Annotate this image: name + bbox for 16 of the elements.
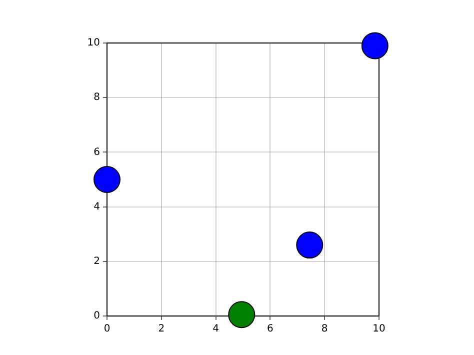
point — [361, 32, 388, 60]
x-tick-label: 10 — [372, 324, 386, 335]
y-tick-label: 2 — [94, 256, 100, 267]
point — [94, 166, 120, 193]
point — [296, 232, 324, 259]
y-tick-label: 6 — [94, 146, 100, 158]
x-tick-label: 2 — [158, 324, 165, 335]
y-tick-label: 4 — [94, 201, 100, 212]
x-tick-label: 6 — [267, 324, 274, 335]
y-tick-label: 10 — [87, 38, 100, 49]
x-tick-label: 8 — [321, 324, 328, 335]
y-tick-label: 8 — [94, 92, 100, 104]
point — [228, 301, 256, 328]
x-tick-label: 4 — [212, 324, 219, 335]
x-tick-label: 0 — [104, 324, 110, 335]
y-tick-label: 0 — [94, 310, 100, 322]
